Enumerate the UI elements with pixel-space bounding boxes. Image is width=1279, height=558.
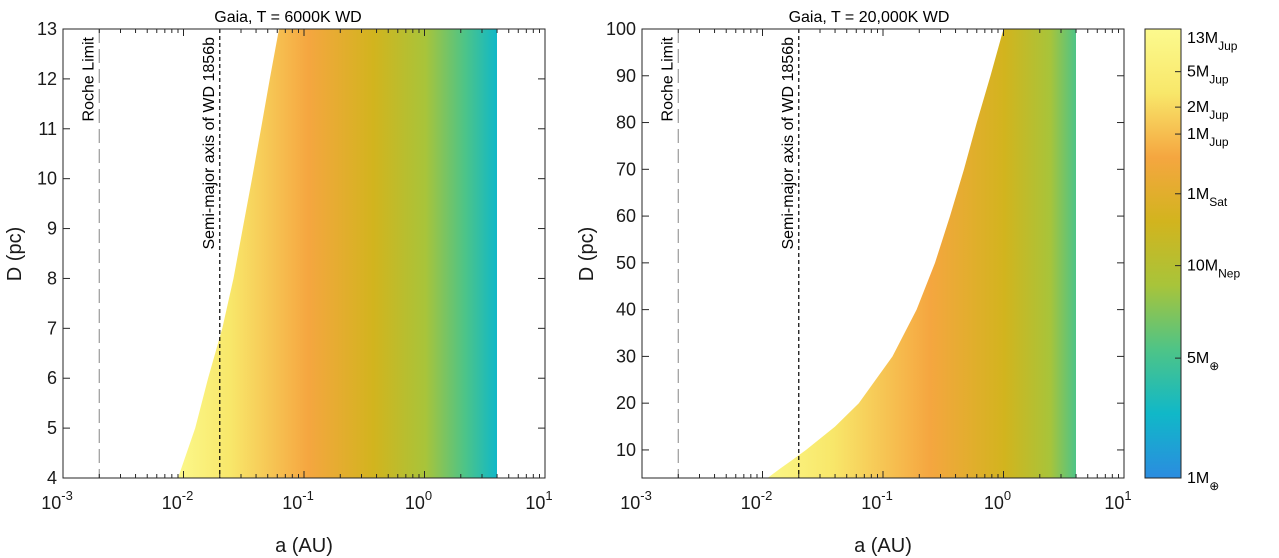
colorbar-label-1msat: 1MSat (1187, 186, 1228, 209)
y-tick-label: 40 (616, 300, 636, 320)
x-ticks: 10-3 10-2 10-1 100 101 (41, 29, 553, 513)
y-tick-label: 60 (616, 206, 636, 226)
x-tick-label: 10-3 (41, 488, 73, 513)
panel-title: Gaia, T = 20,000K WD (789, 9, 950, 26)
x-axis-label: a (AU) (275, 535, 333, 557)
y-tick-label: 8 (47, 268, 57, 288)
y-tick-label: 50 (616, 253, 636, 273)
colorbar-labels: 13MJup 5MJup 2MJup 1MJup 1MSat 10MNep 5M⊕ 1M⊕ (1175, 28, 1240, 493)
x-tick-label: 10-1 (861, 488, 893, 513)
y-tick-label: 90 (616, 66, 636, 86)
reference-lines: Roche Limit Semi-major axis of WD 1856b (80, 29, 221, 478)
colorbar-gradient (1144, 28, 1182, 479)
y-tick-label: 80 (616, 113, 636, 133)
colorbar-label-2mjup: 2MJup (1187, 99, 1229, 122)
x-axis-label: a (AU) (854, 535, 912, 557)
y-axis-label: D (pc) (576, 227, 598, 281)
wd1856b-label: Semi-major axis of WD 1856b (780, 37, 797, 250)
y-tick-label: 100 (606, 19, 636, 39)
y-ticks: 10 20 30 40 50 60 70 80 90 100 (606, 19, 1124, 460)
colorbar-label-13mjup: 13MJup (1187, 30, 1238, 53)
y-tick-label: 9 (47, 219, 57, 239)
y-tick-label: 30 (616, 346, 636, 366)
colorbar-label-1mjup: 1MJup (1187, 126, 1229, 149)
detectable-region (767, 29, 1076, 478)
wd1856b-label: Semi-major axis of WD 1856b (201, 37, 218, 250)
y-ticks: 4 5 6 7 8 9 10 11 12 13 (37, 19, 545, 488)
right-panel: Gaia, T = 20,000K WD Roche Limit Semi-maj… (576, 9, 1132, 557)
x-tick-label: 100 (984, 488, 1011, 513)
panel-title: Gaia, T = 6000K WD (214, 9, 361, 26)
reference-lines: Roche Limit Semi-major axis of WD 1856b (659, 29, 800, 478)
y-tick-label: 20 (616, 393, 636, 413)
x-tick-label: 101 (1104, 488, 1131, 513)
y-tick-label: 7 (47, 318, 57, 338)
y-tick-label: 10 (616, 440, 636, 460)
colorbar-label-5mjup: 5MJup (1187, 64, 1229, 87)
x-tick-label: 100 (405, 488, 432, 513)
x-tick-label: 10-2 (162, 488, 194, 513)
y-tick-label: 5 (47, 418, 57, 438)
y-tick-label: 10 (37, 169, 57, 189)
y-tick-label: 70 (616, 159, 636, 179)
detectable-region (178, 29, 497, 478)
colorbar: 13MJup 5MJup 2MJup 1MJup 1MSat 10MNep 5M⊕ 1M⊕ (1144, 28, 1240, 493)
y-tick-label: 13 (37, 19, 57, 39)
colorbar-label-5mearth: 5M⊕ (1187, 350, 1219, 373)
left-panel: Gaia, T = 6000K WD Roche Limit Semi-major… (4, 9, 553, 557)
roche-limit-label: Roche Limit (659, 36, 676, 121)
y-tick-label: 6 (47, 368, 57, 388)
x-tick-label: 10-3 (620, 488, 652, 513)
x-tick-label: 10-1 (282, 488, 314, 513)
y-axis-label: D (pc) (4, 227, 26, 281)
colorbar-label-1mearth: 1M⊕ (1187, 470, 1219, 493)
colorbar-label-10mnep: 10MNep (1187, 258, 1240, 281)
y-tick-label: 11 (38, 119, 57, 139)
x-tick-label: 10-2 (741, 488, 773, 513)
y-tick-label: 4 (47, 468, 57, 488)
y-tick-label: 12 (37, 69, 57, 89)
x-ticks: 10-3 10-2 10-1 100 101 (620, 29, 1132, 513)
roche-limit-label: Roche Limit (80, 36, 97, 121)
x-tick-label: 101 (525, 488, 552, 513)
